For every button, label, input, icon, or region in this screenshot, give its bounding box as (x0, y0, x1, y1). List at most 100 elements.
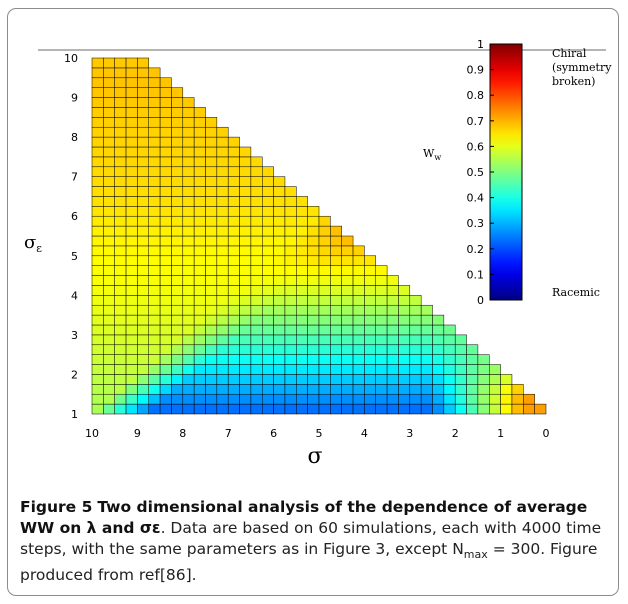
heatmap-cell (91, 334, 104, 346)
heatmap-cell (114, 324, 127, 336)
heatmap-cell (341, 364, 354, 375)
heatmap-cell (296, 403, 308, 415)
heatmap-cell (103, 275, 115, 286)
heatmap-cell (91, 215, 104, 227)
heatmap-cell (227, 265, 240, 276)
heatmap-cell (307, 235, 320, 247)
heatmap-cell (273, 344, 286, 355)
colorbar-tick-label: 0.2 (467, 243, 485, 256)
heatmap-cell (273, 374, 286, 385)
heatmap-cell (296, 314, 308, 326)
heatmap-cell (466, 344, 479, 355)
heatmap-cell (103, 285, 115, 296)
heatmap-cell (125, 374, 138, 385)
heatmap-cell (91, 77, 104, 88)
heatmap-cell (125, 176, 138, 187)
heatmap-cell (137, 156, 149, 168)
heatmap-cell (341, 245, 354, 257)
heatmap-cell (273, 324, 286, 336)
heatmap-cell (193, 186, 206, 197)
heatmap-cell (148, 245, 161, 257)
heatmap-cell (284, 285, 297, 296)
heatmap-cell (239, 275, 252, 286)
heatmap-cell (171, 107, 184, 118)
heatmap-cell (91, 166, 104, 177)
heatmap-cell (409, 403, 422, 415)
heatmap-cell (284, 196, 297, 207)
heatmap-cell (250, 166, 263, 177)
heatmap-cell (216, 304, 229, 316)
heatmap-cell (432, 324, 445, 336)
heatmap-cell (466, 393, 479, 405)
heatmap-cell (114, 235, 127, 247)
heatmap-cell (375, 344, 388, 355)
heatmap-cell (91, 255, 104, 266)
heatmap-cell (182, 186, 195, 197)
heatmap-cell (307, 403, 320, 415)
heatmap-cell (114, 156, 127, 168)
heatmap-cell (409, 393, 422, 405)
heatmap-cell (148, 364, 161, 375)
top-divider (38, 49, 606, 51)
heatmap-cell (454, 354, 467, 365)
heatmap-cell (239, 354, 252, 365)
heatmap-cell (262, 225, 274, 237)
heatmap-cell (205, 324, 218, 336)
heatmap-cell (171, 126, 184, 138)
heatmap-cell (307, 275, 320, 286)
heatmap-cell (91, 186, 104, 197)
heatmap-cell (125, 344, 138, 355)
heatmap-cell (262, 285, 274, 296)
heatmap-cell (193, 304, 206, 316)
heatmap-cell (307, 374, 320, 385)
heatmap-cell (250, 225, 263, 237)
racemic-annotation: Racemic (552, 286, 600, 299)
heatmap-cell (262, 206, 274, 217)
heatmap-cell (318, 344, 331, 355)
x-tick-label: 9 (134, 427, 141, 440)
heatmap-cell (125, 235, 138, 247)
heatmap-cell (205, 225, 218, 237)
heatmap-cell (91, 87, 104, 98)
heatmap-cell (182, 215, 195, 227)
heatmap-cell (466, 384, 479, 395)
heatmap-cell (420, 403, 433, 415)
heatmap-cell (137, 354, 149, 365)
colorbar-tick-label: 0.8 (467, 89, 485, 102)
heatmap-cell (193, 364, 206, 375)
heatmap-cell (364, 344, 376, 355)
heatmap-cell (443, 384, 456, 395)
heatmap-cell (420, 344, 433, 355)
heatmap-cell (114, 255, 127, 266)
heatmap-cell (91, 57, 104, 69)
heatmap-cell (432, 403, 445, 415)
heatmap-cell (193, 374, 206, 385)
heatmap-cell (239, 265, 252, 276)
heatmap-cell (193, 206, 206, 217)
heatmap-cell (364, 374, 376, 385)
heatmap-cell (125, 275, 138, 286)
heatmap-cell (159, 295, 172, 306)
heatmap-cell (137, 215, 149, 227)
heatmap-cell (103, 196, 115, 207)
heatmap-cell (114, 295, 127, 306)
heatmap-cell (284, 235, 297, 247)
heatmap-cell (227, 166, 240, 177)
heatmap-cell (489, 403, 501, 415)
heatmap-cell (296, 255, 308, 266)
heatmap-cell (352, 324, 365, 336)
heatmap-cell (341, 334, 354, 346)
heatmap-cell (307, 384, 320, 395)
heatmap-cell (409, 374, 422, 385)
heatmap-cell (227, 186, 240, 197)
heatmap-cell (114, 265, 127, 276)
heatmap-cell (386, 393, 399, 405)
heatmap-cell (432, 374, 445, 385)
heatmap-cell (171, 384, 184, 395)
heatmap-cell (125, 215, 138, 227)
colorbar-tick-label: 0.7 (467, 115, 485, 128)
x-tick-label: 10 (85, 427, 99, 440)
heatmap-cell (193, 225, 206, 237)
heatmap-cell (182, 324, 195, 336)
heatmap-cell (364, 314, 376, 326)
